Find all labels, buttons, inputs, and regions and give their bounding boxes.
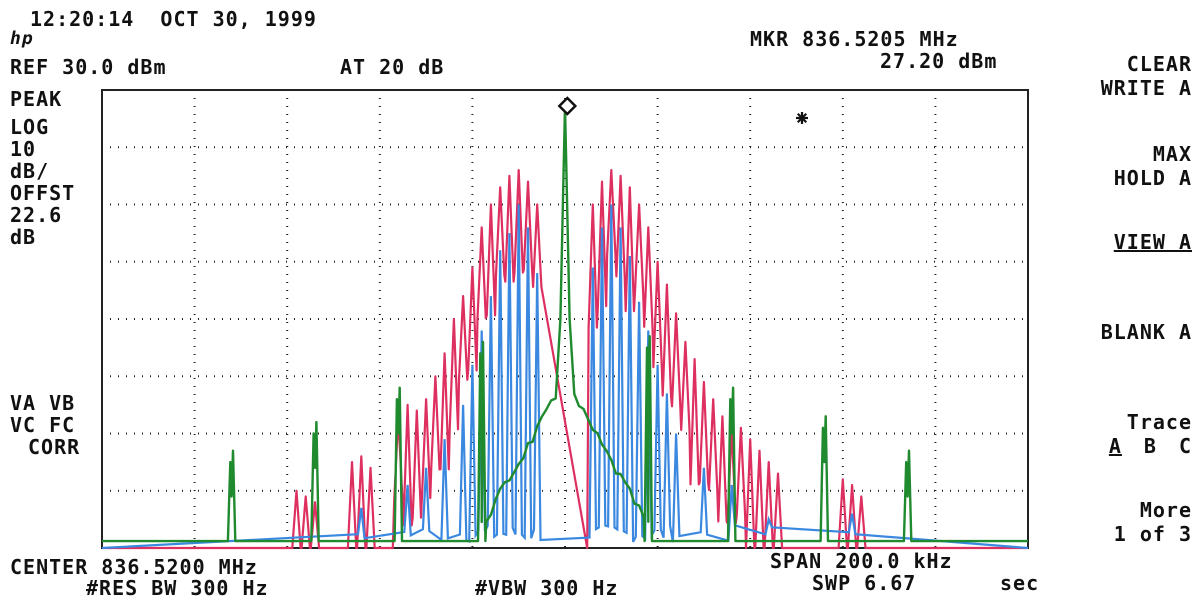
trace-green-path xyxy=(102,104,1028,543)
trace-red-line xyxy=(102,169,1028,550)
resolution-bandwidth: #RES BW 300 Hz xyxy=(86,576,269,600)
scale-line-4: OFFST xyxy=(10,181,76,205)
sweep-time: SWP 6.67 xyxy=(812,571,917,595)
more-softkey[interactable]: More 1 of 3 xyxy=(1114,498,1192,546)
max-hold-softkey[interactable]: MAX HOLD A xyxy=(1114,142,1192,190)
video-bandwidth: #VBW 300 Hz xyxy=(475,576,619,600)
marker-layer xyxy=(557,96,808,124)
marker-level: 27.20 dBm xyxy=(880,49,998,73)
max-hold-label-2: HOLD A xyxy=(1113,166,1192,190)
clear-write-label-1: CLEAR xyxy=(1126,52,1192,76)
clear-write-label-2: WRITE A xyxy=(1100,76,1192,100)
trace-red-path xyxy=(102,169,1028,550)
attenuation: AT 20 dB xyxy=(340,55,445,79)
sweep-unit: sec xyxy=(1000,571,1040,595)
max-hold-label-1: MAX xyxy=(1152,142,1192,166)
flag-va-vb: VA VB xyxy=(10,391,76,415)
scale-line-1: LOG xyxy=(10,115,50,139)
date-time: 12:20:14 OCT 30, 1999 xyxy=(30,7,317,31)
trace-label: Trace xyxy=(1126,410,1192,434)
view-softkey[interactable]: VIEW A xyxy=(1114,230,1192,254)
more-label-2: 1 of 3 xyxy=(1113,522,1192,546)
blank-softkey[interactable]: BLANK A xyxy=(1101,320,1192,344)
flag-vc-fc: VC FC xyxy=(10,413,76,437)
reference-level: REF 30.0 dBm xyxy=(10,55,167,79)
view-label: VIEW A xyxy=(1113,230,1192,254)
scale-line-5: 22.6 xyxy=(10,203,63,227)
clear-write-softkey[interactable]: CLEAR WRITE A xyxy=(1101,52,1192,100)
trace-option-b[interactable]: B xyxy=(1143,434,1157,458)
detector-mode: PEAK xyxy=(10,87,63,111)
scale-line-3: dB/ xyxy=(10,159,50,183)
scale-line-6: dB xyxy=(10,225,37,249)
graticule xyxy=(101,89,1029,549)
marker-diamond-icon xyxy=(557,96,578,116)
trace-option-a[interactable]: A xyxy=(1108,434,1122,458)
trace-option-c[interactable]: C xyxy=(1178,434,1192,458)
flag-corr: CORR xyxy=(28,435,81,459)
trace-green-line xyxy=(102,104,1028,543)
trace-softkey[interactable]: Trace A B C xyxy=(1109,410,1192,458)
span: SPAN 200.0 kHz xyxy=(770,549,953,573)
hp-logo-icon: hp xyxy=(10,28,34,49)
blank-label: BLANK A xyxy=(1100,320,1192,344)
asterisk-icon-stroke xyxy=(796,112,808,124)
trace-blue-path xyxy=(101,204,1029,550)
center-frequency: CENTER 836.5200 MHz xyxy=(10,555,258,579)
marker-frequency: MKR 836.5205 MHz xyxy=(750,27,959,51)
scale-line-2: 10 xyxy=(10,137,37,161)
trace-options: A B C xyxy=(1109,434,1192,458)
more-label-1: More xyxy=(1139,498,1192,522)
trace-blue-line xyxy=(101,204,1029,550)
